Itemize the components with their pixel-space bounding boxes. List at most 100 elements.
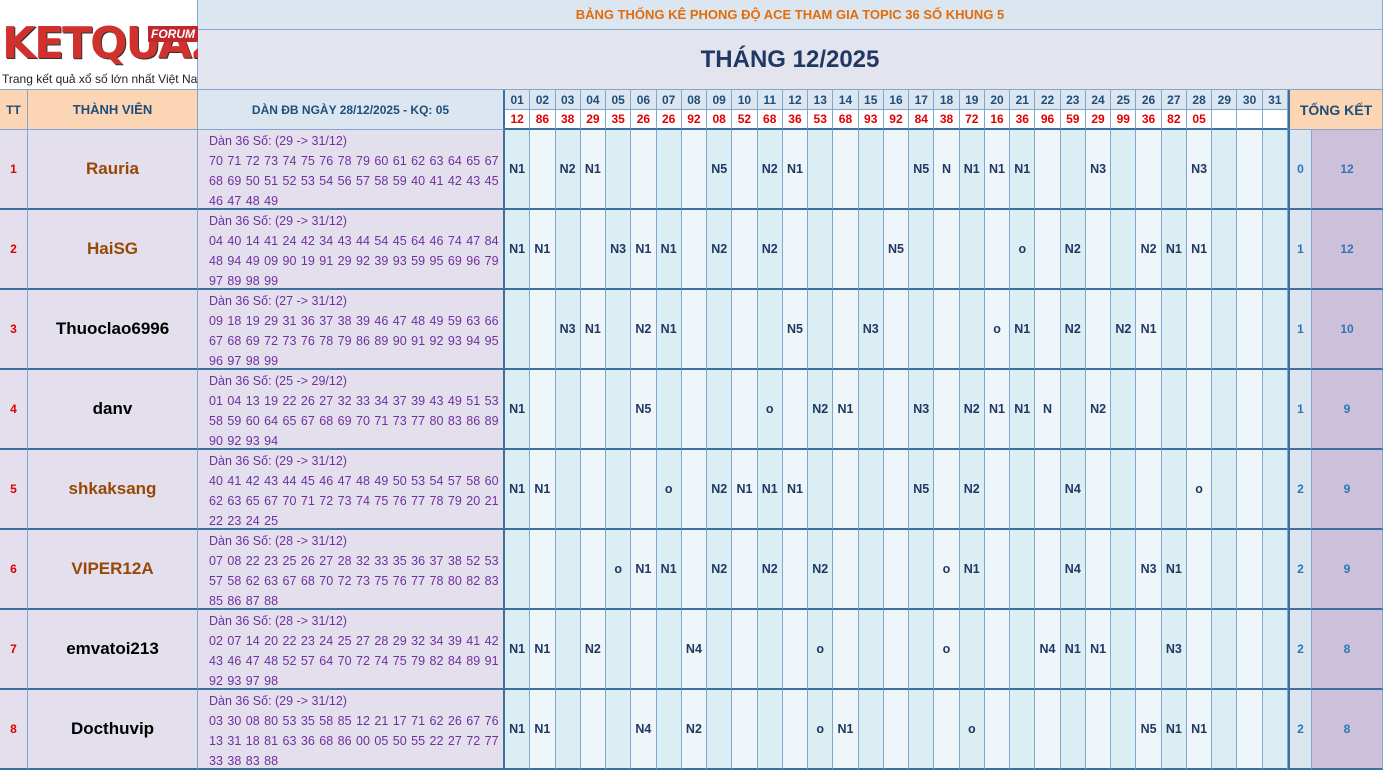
- result: 68: [833, 110, 859, 130]
- mark-cell: N2: [757, 530, 783, 610]
- empty-cell: [732, 290, 758, 370]
- empty-cell: [732, 210, 758, 290]
- row-number: 5: [0, 450, 28, 530]
- empty-cell: [909, 290, 935, 370]
- mark-cell: N1: [580, 290, 607, 370]
- empty-cell: [707, 690, 733, 770]
- mark-cell: N4: [631, 690, 657, 770]
- empty-cell: [1161, 370, 1187, 450]
- mark-cell: N4: [1060, 530, 1086, 610]
- empty-cell: [555, 210, 581, 290]
- mark-cell: N2: [1085, 370, 1112, 450]
- empty-cell: [883, 530, 910, 610]
- empty-cell: [1010, 530, 1036, 610]
- day-header: 24: [1085, 90, 1112, 110]
- header-member: THÀNH VIÊN: [28, 90, 198, 130]
- logo-badge: FORUM: [148, 26, 198, 42]
- dan-cell: Dàn 36 Số: (27 -> 31/12) 09 18 19 29 31 3…: [198, 290, 505, 370]
- dan-numbers: 09 18 19 29 31 36 37 38 39 46 47 48 49 5…: [209, 314, 499, 368]
- mark-cell: N2: [757, 210, 783, 290]
- mark-cell: N1: [1161, 210, 1187, 290]
- empty-cell: [1136, 610, 1162, 690]
- empty-cell: [833, 210, 859, 290]
- empty-cell: [883, 290, 910, 370]
- empty-cell: [656, 610, 682, 690]
- header-tt: TT: [0, 90, 28, 130]
- dan-range: Dàn 36 Số: (25 -> 29/12): [209, 374, 347, 388]
- empty-cell: [530, 530, 556, 610]
- day-header: 11: [757, 90, 783, 110]
- result: 99: [1111, 110, 1137, 130]
- mark-cell: o: [808, 690, 834, 770]
- mark-cell: N4: [1060, 450, 1086, 530]
- empty-cell: [580, 450, 607, 530]
- empty-cell: [1035, 130, 1061, 210]
- row-number: 8: [0, 690, 28, 770]
- empty-cell: [934, 450, 960, 530]
- empty-cell: [1212, 210, 1238, 290]
- mark-cell: N3: [1186, 130, 1213, 210]
- mark-cell: N1: [833, 370, 859, 450]
- member-name: danv: [28, 370, 198, 450]
- empty-cell: [1237, 370, 1263, 450]
- empty-cell: [732, 610, 758, 690]
- member-name: Docthuvip: [28, 690, 198, 770]
- empty-cell: [1085, 690, 1112, 770]
- mark-cell: N1: [1010, 290, 1036, 370]
- mark-cell: N2: [808, 370, 834, 450]
- logo-tagline: Trang kết quả xổ số lớn nhất Việt Nam: [2, 72, 208, 86]
- mark-cell: N3: [606, 210, 632, 290]
- empty-cell: [1111, 530, 1137, 610]
- total-a: 1: [1288, 290, 1312, 370]
- mark-cell: N5: [909, 450, 935, 530]
- mark-cell: N1: [1010, 130, 1036, 210]
- empty-cell: [984, 210, 1011, 290]
- empty-cell: [1262, 450, 1288, 530]
- empty-cell: [1212, 290, 1238, 370]
- day-header: 07: [656, 90, 682, 110]
- empty-cell: [959, 610, 985, 690]
- empty-cell: [1212, 450, 1238, 530]
- empty-cell: [530, 130, 556, 210]
- empty-cell: [782, 210, 809, 290]
- dan-cell: Dàn 36 Số: (28 -> 31/12) 07 08 22 23 25 2…: [198, 530, 505, 610]
- day-header: 22: [1035, 90, 1061, 110]
- empty-cell: [1085, 290, 1112, 370]
- mark-cell: N1: [631, 210, 657, 290]
- mark-cell: N1: [782, 130, 809, 210]
- empty-cell: [707, 610, 733, 690]
- result: 38: [934, 110, 960, 130]
- mark-cell: N2: [707, 530, 733, 610]
- result: 96: [1035, 110, 1061, 130]
- dan-range: Dàn 36 Số: (28 -> 31/12): [209, 614, 347, 628]
- empty-cell: [1136, 450, 1162, 530]
- empty-cell: [580, 370, 607, 450]
- empty-cell: [606, 690, 632, 770]
- empty-cell: [858, 370, 884, 450]
- mark-cell: N1: [757, 450, 783, 530]
- mark-cell: N1: [1060, 610, 1086, 690]
- empty-cell: [656, 130, 682, 210]
- mark-cell: N2: [808, 530, 834, 610]
- empty-cell: [1186, 530, 1213, 610]
- dan-numbers: 70 71 72 73 74 75 76 78 79 60 61 62 63 6…: [209, 154, 499, 208]
- empty-cell: [1035, 450, 1061, 530]
- dan-numbers: 04 40 14 41 24 42 34 43 44 54 45 64 46 7…: [209, 234, 499, 288]
- day-header: 26: [1136, 90, 1162, 110]
- result: 26: [656, 110, 682, 130]
- dan-cell: Dàn 36 Số: (25 -> 29/12) 01 04 13 19 22 2…: [198, 370, 505, 450]
- empty-cell: [580, 530, 607, 610]
- empty-cell: [808, 450, 834, 530]
- dan-numbers: 01 04 13 19 22 26 27 32 33 34 37 39 43 4…: [209, 394, 499, 448]
- dan-cell: Dàn 36 Số: (29 -> 31/12) 03 30 08 80 53 3…: [198, 690, 505, 770]
- total-a: 2: [1288, 690, 1312, 770]
- mark-cell: N5: [707, 130, 733, 210]
- mark-cell: o: [656, 450, 682, 530]
- empty-cell: [606, 450, 632, 530]
- mark-cell: N3: [555, 290, 581, 370]
- mark-cell: N5: [909, 130, 935, 210]
- dan-cell: Dàn 36 Số: (28 -> 31/12) 02 07 14 20 22 2…: [198, 610, 505, 690]
- row-number: 7: [0, 610, 28, 690]
- empty-cell: [681, 370, 708, 450]
- day-header: 30: [1237, 90, 1263, 110]
